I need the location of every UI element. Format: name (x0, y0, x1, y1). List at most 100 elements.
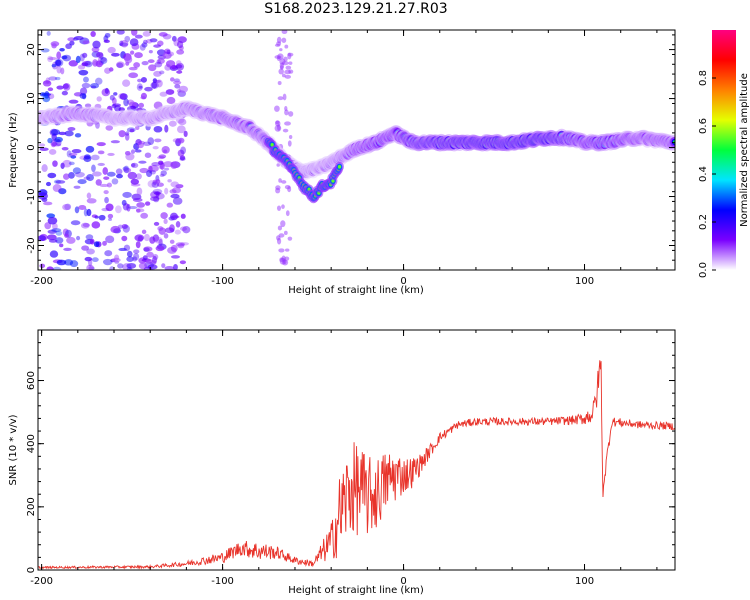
noise-blob (170, 244, 178, 252)
noise-blob (163, 218, 168, 224)
noise-blob (60, 162, 65, 169)
noise-blob (76, 235, 81, 241)
noise-blob (122, 202, 130, 211)
noise-blob (140, 212, 149, 219)
noise-blob (96, 51, 104, 58)
noise-blob (276, 41, 282, 46)
noise-blob (138, 85, 143, 89)
noise-blob (153, 44, 161, 48)
noise-blob (104, 196, 109, 204)
noise-blob (52, 222, 58, 231)
noise-blob (99, 183, 109, 188)
noise-blob (81, 245, 90, 251)
noise-blob (91, 257, 99, 263)
snr-series-line (38, 360, 675, 570)
noise-blob (170, 255, 181, 259)
noise-blob (55, 139, 62, 147)
x-tick-label: 100 (575, 576, 594, 587)
noise-blob (47, 93, 55, 100)
noise-blob (62, 83, 69, 89)
noise-blob (274, 105, 280, 112)
noise-blob (149, 236, 156, 244)
noise-blob (93, 241, 100, 248)
branch-blob (337, 164, 342, 169)
spectrogram-frame (37, 29, 676, 271)
noise-blob (95, 60, 103, 68)
noise-blob (84, 256, 93, 262)
noise-blob (116, 173, 123, 179)
noise-blob (169, 239, 175, 244)
noise-blob (154, 61, 163, 68)
noise-blob (90, 154, 100, 161)
noise-blob (78, 204, 87, 210)
noise-blob (142, 141, 151, 147)
noise-blob (77, 179, 87, 185)
noise-blob (55, 230, 63, 236)
noise-blob (91, 121, 99, 125)
noise-blob (282, 128, 289, 133)
noise-blob (182, 226, 191, 234)
noise-blob (72, 167, 82, 175)
noise-blob (160, 212, 168, 220)
noise-blob (63, 173, 70, 180)
noise-blob (43, 201, 53, 206)
noise-blob (38, 143, 46, 147)
noise-blob (63, 247, 72, 252)
noise-blob (111, 97, 117, 105)
noise-blob (48, 57, 58, 61)
noise-blob (106, 182, 113, 188)
noise-blob (141, 229, 147, 235)
noise-blob (284, 248, 290, 252)
y-tick-label: 600 (26, 371, 37, 390)
noise-blob (162, 33, 172, 40)
noise-blob (48, 239, 58, 243)
noise-blob (280, 220, 286, 228)
noise-blob (68, 60, 78, 67)
noise-blob (156, 182, 164, 187)
noise-blob (118, 247, 127, 252)
noise-blob (64, 259, 74, 266)
noise-blob (134, 52, 143, 59)
noise-blob (140, 92, 147, 100)
noise-blob (137, 78, 142, 83)
noise-blob (124, 55, 133, 64)
noise-blob (130, 149, 136, 154)
noise-blob (153, 70, 162, 77)
noise-blob (153, 79, 161, 83)
colorbar-tick-label: 0.2 (698, 214, 709, 230)
noise-blob (41, 197, 48, 202)
noise-blob (135, 241, 141, 249)
colorbar: 0.0 0.2 0.4 0.6 0.8 Normalized spectral ampl… (698, 30, 750, 278)
noise-blob (282, 93, 287, 101)
noise-blob (61, 147, 69, 151)
noise-blob (179, 157, 186, 161)
noise-blob (64, 130, 74, 137)
noise-blob (155, 245, 165, 252)
noise-blob (281, 180, 287, 184)
noise-blob (170, 193, 180, 199)
noise-blob (115, 205, 122, 214)
y-tick-label: -10 (26, 188, 37, 204)
noise-blob (146, 251, 154, 258)
noise-blob (46, 266, 54, 270)
noise-blob (133, 252, 140, 261)
noise-blob (79, 87, 88, 95)
noise-blob (67, 37, 76, 42)
noise-blob (59, 243, 64, 248)
x-tick-label: -100 (211, 276, 234, 287)
noise-blob (145, 124, 151, 131)
noise-blob (113, 92, 118, 96)
noise-blob (104, 67, 111, 74)
noise-blob (142, 39, 148, 45)
noise-blob (147, 59, 155, 63)
noise-blob (143, 233, 150, 242)
noise-blob (163, 161, 174, 168)
noise-blob (102, 258, 113, 266)
noise-blob (165, 60, 176, 68)
noise-blob (49, 250, 59, 258)
noise-blob (121, 223, 128, 229)
noise-blob (103, 39, 110, 44)
noise-blob (134, 149, 142, 153)
noise-blob (51, 63, 57, 68)
noise-blob (123, 98, 129, 107)
